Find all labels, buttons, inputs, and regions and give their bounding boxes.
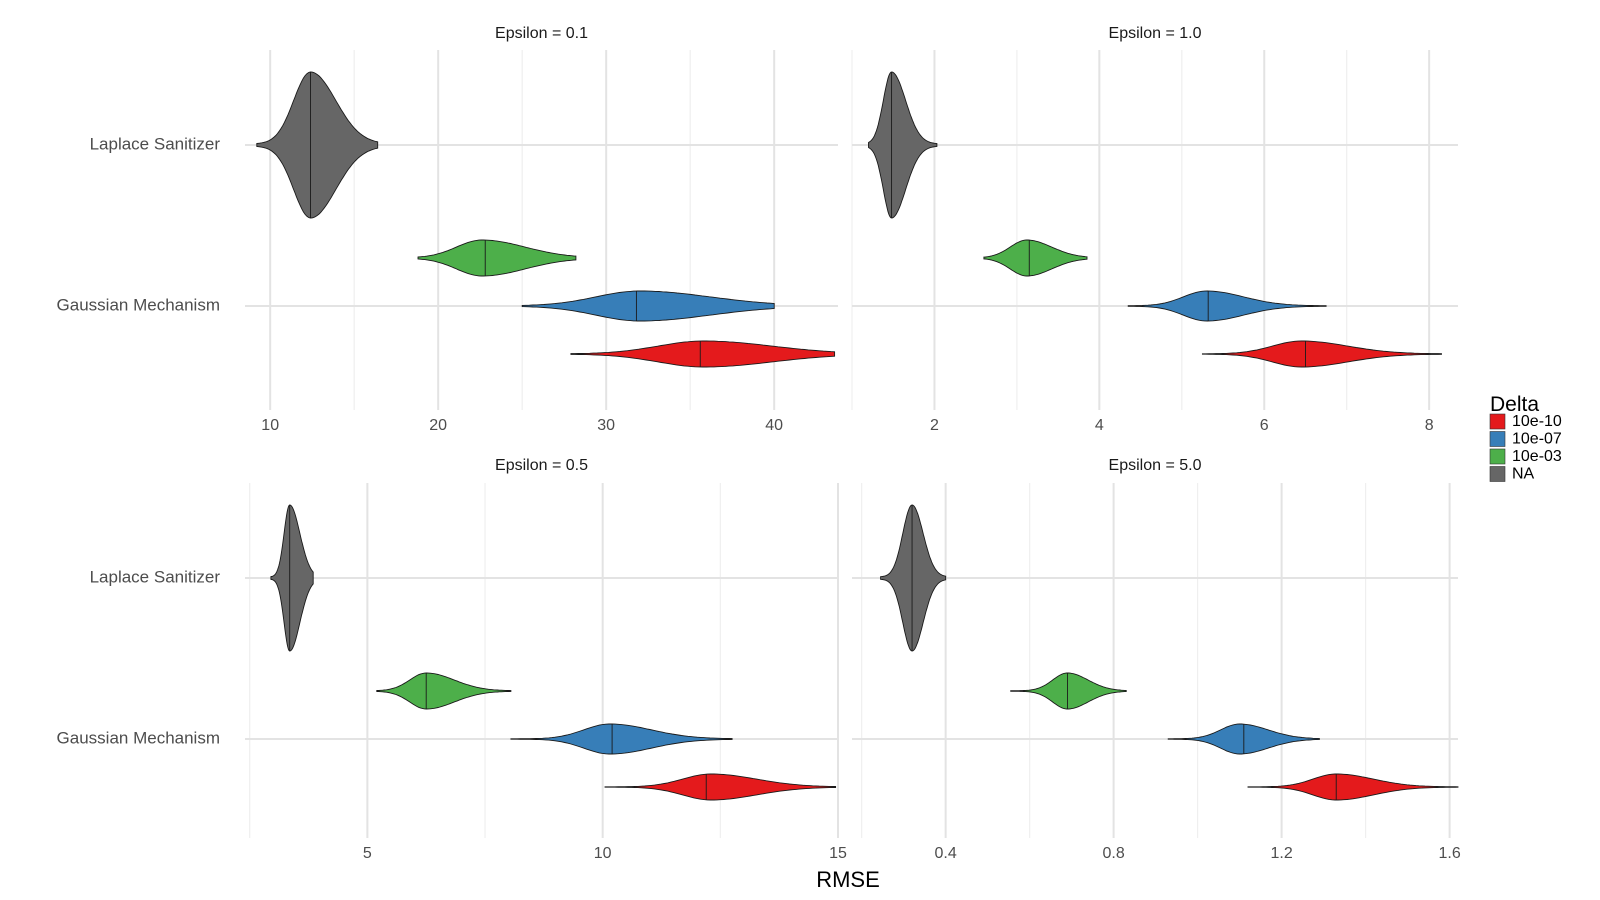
- violin-gaussian-mechanism-10e-03: [983, 239, 1088, 277]
- violin-gaussian-mechanism-10e-10: [570, 340, 836, 368]
- violin-laplace-sanitizer-NA: [256, 71, 379, 219]
- y-tick-label: Laplace Sanitizer: [90, 134, 221, 153]
- y-tick-label: Gaussian Mechanism: [57, 728, 220, 747]
- violin-gaussian-mechanism-10e-10: [1247, 773, 1459, 801]
- violin-gaussian-mechanism-10e-03: [376, 672, 512, 710]
- facet-panel-1: 10 20 30 40 Epsilon = 0.1: [245, 25, 838, 434]
- x-tick-label: 6: [1260, 417, 1269, 434]
- violin-gaussian-mechanism-10e-07: [1127, 290, 1327, 322]
- x-tick-label: 10: [261, 417, 279, 434]
- violin-gaussian-mechanism-10e-10: [604, 773, 837, 801]
- y-axis-labels: Laplace Sanitizer Gaussian Mechanism Lapla…: [57, 134, 221, 747]
- facet-panel-4: 0.4 0.8 1.2 1.6 Epsilon = 5.0: [852, 457, 1461, 862]
- x-tick-label: 4: [1095, 417, 1104, 434]
- violin-gaussian-mechanism-10e-03: [1010, 672, 1127, 710]
- x-tick-label: 1.6: [1438, 845, 1460, 862]
- x-tick-label: 30: [597, 417, 615, 434]
- x-tick-label: 0.8: [1103, 845, 1125, 862]
- violin-gaussian-mechanism-10e-07: [510, 723, 733, 755]
- y-tick-label: Gaussian Mechanism: [57, 295, 220, 314]
- violin-laplace-sanitizer-NA: [880, 504, 947, 652]
- legend-label: 10e-10: [1512, 413, 1562, 430]
- legend-swatch: [1489, 413, 1506, 430]
- y-tick-label: Laplace Sanitizer: [90, 567, 221, 586]
- legend-title: Delta: [1490, 393, 1539, 416]
- x-tick-label: 2: [930, 417, 939, 434]
- legend-label: 10e-07: [1512, 431, 1562, 448]
- facet-title: Epsilon = 1.0: [1109, 25, 1202, 42]
- x-tick-label: 8: [1425, 417, 1434, 434]
- x-tick-label: 15: [829, 845, 847, 862]
- facet-panel-2: 2 4 6 8 Epsilon = 1.0: [851, 25, 1458, 434]
- legend-label: NA: [1512, 466, 1535, 483]
- x-tick-label: 5: [363, 845, 372, 862]
- x-axis-title: RMSE: [816, 867, 880, 892]
- facet-title: Epsilon = 5.0: [1109, 457, 1202, 474]
- violin-laplace-sanitizer-NA: [868, 71, 938, 219]
- violin-gaussian-mechanism-10e-03: [417, 239, 577, 277]
- x-tick-label: 10: [594, 845, 612, 862]
- legend-swatch: [1489, 448, 1506, 465]
- violin-gaussian-mechanism-10e-07: [521, 290, 775, 322]
- facet-title: Epsilon = 0.5: [495, 457, 588, 474]
- violin-laplace-sanitizer-NA: [270, 504, 314, 652]
- legend-label: 10e-03: [1512, 448, 1562, 465]
- legend-swatch: [1489, 431, 1506, 447]
- x-tick-label: 0.4: [935, 845, 957, 862]
- x-tick-label: 40: [765, 417, 783, 434]
- panels-layer: 10 20 30 40 Epsilon = 0.1 2 4 6 8 Epsilon = 1.0 5 1…: [245, 25, 1461, 862]
- x-tick-label: 20: [429, 417, 447, 434]
- facet-panel-3: 5 10 15 Epsilon = 0.5: [245, 457, 847, 862]
- facet-title: Epsilon = 0.1: [495, 25, 588, 42]
- x-tick-label: 1.2: [1270, 845, 1292, 862]
- legend-swatch: [1489, 466, 1506, 482]
- violin-gaussian-mechanism-10e-10: [1201, 340, 1442, 368]
